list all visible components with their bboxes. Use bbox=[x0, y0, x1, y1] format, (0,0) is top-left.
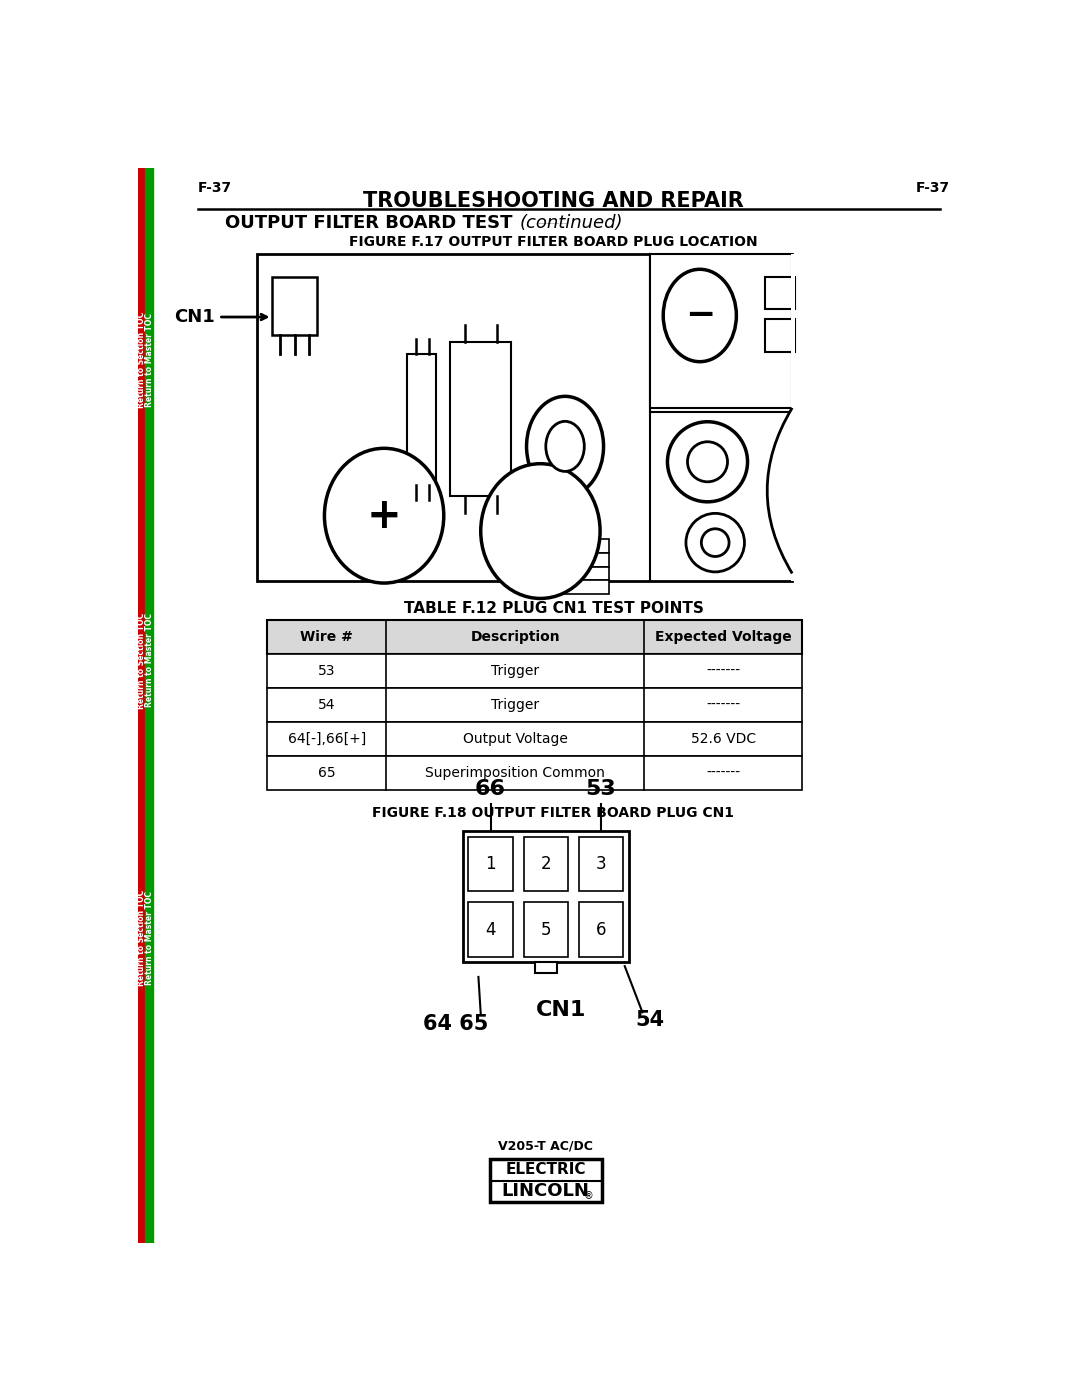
Bar bbox=[540, 539, 609, 553]
Text: TROUBLESHOOTING AND REPAIR: TROUBLESHOOTING AND REPAIR bbox=[363, 191, 744, 211]
Text: 64 65: 64 65 bbox=[422, 1014, 488, 1034]
Bar bbox=[146, 168, 153, 1243]
Bar bbox=[267, 689, 802, 722]
Text: OUTPUT FILTER BOARD TEST (continued): OUTPUT FILTER BOARD TEST (continued) bbox=[539, 222, 568, 224]
Text: 4: 4 bbox=[485, 921, 496, 939]
Text: 3: 3 bbox=[596, 855, 606, 873]
Bar bbox=[766, 320, 795, 352]
Bar bbox=[469, 902, 513, 957]
Text: 53: 53 bbox=[585, 780, 617, 799]
Text: Trigger: Trigger bbox=[491, 664, 539, 678]
Text: FIGURE F.17 OUTPUT FILTER BOARD PLUG LOCATION: FIGURE F.17 OUTPUT FILTER BOARD PLUG LOC… bbox=[349, 235, 758, 249]
Text: Description: Description bbox=[471, 630, 561, 644]
Bar bbox=[469, 837, 513, 891]
Bar bbox=[766, 277, 795, 309]
Text: 54: 54 bbox=[635, 1010, 664, 1030]
Text: Return to Section TOC: Return to Section TOC bbox=[137, 312, 146, 408]
Bar bbox=[490, 1160, 602, 1201]
Text: -------: ------- bbox=[706, 766, 741, 780]
Text: Trigger: Trigger bbox=[491, 698, 539, 712]
Text: ®: ® bbox=[583, 1190, 593, 1201]
Bar bbox=[540, 580, 609, 594]
Bar bbox=[535, 963, 556, 974]
Text: 54: 54 bbox=[318, 698, 336, 712]
Bar bbox=[524, 837, 568, 891]
Text: FIGURE F.18 OUTPUT FILTER BOARD PLUG CN1: FIGURE F.18 OUTPUT FILTER BOARD PLUG CN1 bbox=[373, 806, 734, 820]
Text: 66: 66 bbox=[475, 780, 507, 799]
Text: 65: 65 bbox=[318, 766, 336, 780]
Bar bbox=[579, 902, 623, 957]
Text: 2: 2 bbox=[540, 855, 551, 873]
Bar bbox=[257, 254, 793, 581]
Circle shape bbox=[688, 441, 728, 482]
Ellipse shape bbox=[663, 270, 737, 362]
Bar bbox=[540, 567, 609, 580]
Text: 52.6 VDC: 52.6 VDC bbox=[691, 732, 756, 746]
Text: Output Voltage: Output Voltage bbox=[463, 732, 568, 746]
Ellipse shape bbox=[324, 448, 444, 583]
Ellipse shape bbox=[545, 422, 584, 471]
Bar bbox=[267, 756, 802, 789]
Text: LINCOLN: LINCOLN bbox=[502, 1182, 590, 1200]
Ellipse shape bbox=[481, 464, 600, 598]
Text: Wire #: Wire # bbox=[300, 630, 353, 644]
Text: Expected Voltage: Expected Voltage bbox=[654, 630, 792, 644]
Bar bbox=[449, 342, 511, 496]
Bar bbox=[579, 837, 623, 891]
Circle shape bbox=[701, 529, 729, 556]
Bar bbox=[792, 254, 795, 581]
Circle shape bbox=[686, 513, 744, 571]
Text: +: + bbox=[367, 495, 402, 536]
Text: Return to Master TOC: Return to Master TOC bbox=[145, 891, 153, 985]
Text: -------: ------- bbox=[706, 698, 741, 712]
Bar bbox=[267, 722, 802, 756]
Text: (continued): (continued) bbox=[519, 214, 623, 232]
Text: F-37: F-37 bbox=[916, 182, 949, 196]
Text: Return to Master TOC: Return to Master TOC bbox=[145, 313, 153, 407]
Bar bbox=[407, 353, 436, 485]
Text: Superimposition Common: Superimposition Common bbox=[426, 766, 605, 780]
Text: 53: 53 bbox=[318, 664, 336, 678]
Bar bbox=[540, 553, 609, 567]
Bar bbox=[272, 277, 318, 335]
Text: 6: 6 bbox=[596, 921, 606, 939]
Text: Return to Section TOC: Return to Section TOC bbox=[137, 890, 146, 986]
Bar bbox=[267, 654, 802, 689]
Text: 1: 1 bbox=[485, 855, 496, 873]
Ellipse shape bbox=[527, 397, 604, 496]
Text: Return to Section TOC: Return to Section TOC bbox=[137, 612, 146, 708]
Text: TABLE F.12 PLUG CN1 TEST POINTS: TABLE F.12 PLUG CN1 TEST POINTS bbox=[404, 601, 703, 616]
Bar bbox=[267, 620, 802, 654]
Text: CN1: CN1 bbox=[536, 1000, 586, 1020]
Bar bbox=[650, 254, 793, 408]
Text: F-37: F-37 bbox=[198, 182, 232, 196]
Bar bbox=[463, 831, 629, 963]
Text: ELECTRIC: ELECTRIC bbox=[505, 1162, 586, 1178]
Text: 64[-],66[+]: 64[-],66[+] bbox=[287, 732, 366, 746]
Text: 5: 5 bbox=[541, 921, 551, 939]
Text: V205-T AC/DC: V205-T AC/DC bbox=[498, 1139, 593, 1153]
Text: OUTPUT FILTER BOARD TEST: OUTPUT FILTER BOARD TEST bbox=[225, 214, 518, 232]
Text: Return to Master TOC: Return to Master TOC bbox=[145, 613, 153, 707]
Text: -------: ------- bbox=[706, 664, 741, 678]
Text: CN1: CN1 bbox=[174, 307, 215, 326]
Circle shape bbox=[667, 422, 747, 502]
Bar bbox=[138, 168, 146, 1243]
Text: −: − bbox=[685, 299, 715, 332]
Bar bbox=[524, 902, 568, 957]
